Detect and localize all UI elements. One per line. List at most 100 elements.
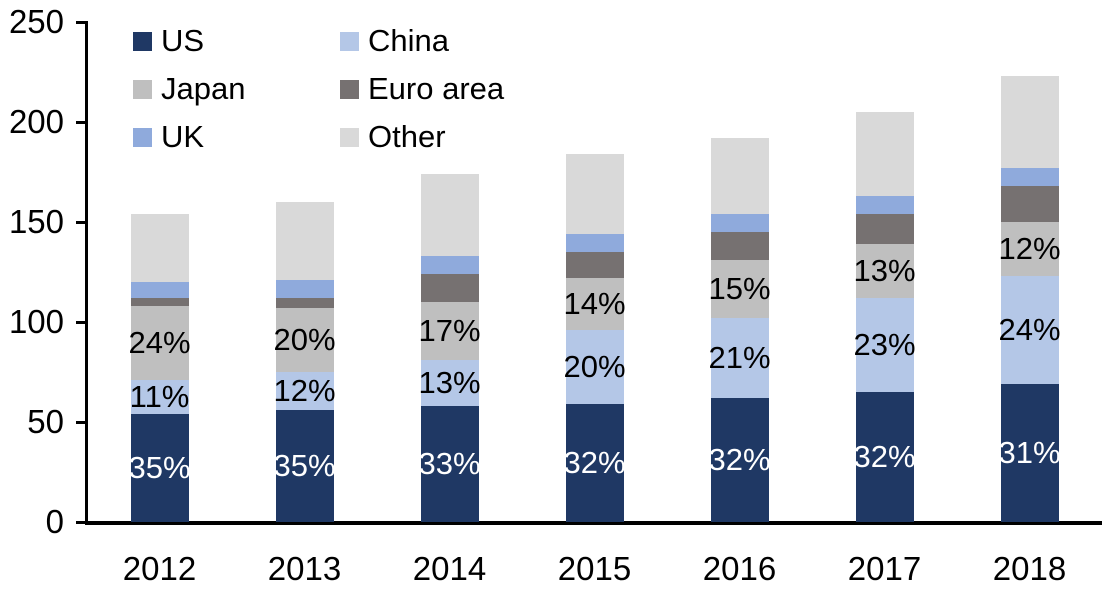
bar-segment-china-2013	[275, 372, 334, 410]
legend-item-china: China	[340, 17, 449, 65]
bar-segment-china-2015	[565, 330, 624, 404]
bar-segment-other-2018	[1000, 76, 1059, 168]
bar-segment-japan-2012	[130, 306, 189, 380]
bar-segment-japan-2017	[855, 244, 914, 298]
legend-swatch-us	[133, 31, 152, 51]
y-axis-tick	[76, 321, 87, 324]
legend-swatch-euro-area	[340, 79, 359, 99]
segment-label-us-2018: 31%	[998, 435, 1061, 470]
bar-segment-china-2017	[855, 298, 914, 392]
y-axis-tick-label: 50	[27, 403, 64, 440]
bar-segment-us-2017	[855, 392, 914, 522]
bar-segment-other-2013	[275, 202, 334, 280]
legend-label-japan: Japan	[161, 71, 246, 106]
bar-segment-us-2014	[420, 406, 479, 522]
segment-label-us-2015: 32%	[563, 445, 626, 480]
bar-segment-us-2018	[1000, 384, 1059, 522]
y-axis-tick-label: 100	[8, 303, 64, 340]
legend-label-us: US	[161, 23, 205, 58]
segment-label-china-2014: 13%	[418, 365, 481, 400]
bar-segment-other-2016	[710, 138, 769, 214]
bar-segment-euro-area-2017	[855, 214, 914, 244]
segment-label-japan-2016: 15%	[708, 271, 771, 306]
bar-segment-china-2012	[130, 380, 189, 414]
y-axis-line	[85, 21, 88, 523]
segment-label-us-2013: 35%	[273, 448, 336, 483]
segment-label-japan-2015: 14%	[563, 286, 626, 321]
bar-segment-euro-area-2016	[710, 232, 769, 260]
segment-label-japan-2014: 17%	[418, 313, 481, 348]
bar-segment-euro-area-2014	[420, 274, 479, 302]
bar-segment-us-2013	[275, 410, 334, 522]
legend-item-us: US	[133, 17, 204, 65]
legend-swatch-uk	[133, 127, 152, 147]
legend-swatch-china	[340, 31, 359, 51]
y-axis-tick-label: 150	[8, 203, 64, 240]
legend-item-japan: Japan	[133, 65, 245, 113]
bar-segment-china-2018	[1000, 276, 1059, 384]
bar-segment-us-2015	[565, 404, 624, 522]
bar-segment-japan-2015	[565, 278, 624, 330]
x-axis-label-2012: 2012	[122, 550, 197, 587]
x-axis-label-2016: 2016	[702, 550, 777, 587]
legend-label-uk: UK	[161, 119, 205, 154]
segment-label-japan-2013: 20%	[273, 322, 336, 357]
segment-label-china-2018: 24%	[998, 312, 1061, 347]
bar-segment-uk-2016	[710, 214, 769, 232]
segment-label-china-2016: 21%	[708, 340, 771, 375]
bar-segment-japan-2016	[710, 260, 769, 318]
bar-segment-other-2014	[420, 174, 479, 256]
segment-label-china-2015: 20%	[563, 349, 626, 384]
bar-segment-other-2015	[565, 154, 624, 234]
legend-label-china: China	[368, 23, 449, 58]
bar-segment-euro-area-2015	[565, 252, 624, 278]
segment-label-us-2016: 32%	[708, 442, 771, 477]
bar-segment-euro-area-2013	[275, 298, 334, 308]
legend-item-uk: UK	[133, 113, 204, 161]
bar-segment-china-2016	[710, 318, 769, 398]
bar-segment-uk-2017	[855, 196, 914, 214]
y-axis-tick-label: 250	[8, 3, 64, 40]
segment-label-japan-2018: 12%	[998, 231, 1061, 266]
y-axis-tick	[76, 521, 87, 524]
x-axis-line	[85, 521, 1102, 525]
legend-swatch-japan	[133, 79, 152, 99]
x-axis-label-2013: 2013	[267, 550, 342, 587]
segment-label-japan-2017: 13%	[853, 253, 916, 288]
segment-label-china-2017: 23%	[853, 327, 916, 362]
bar-segment-uk-2012	[130, 282, 189, 298]
bar-segment-other-2017	[855, 112, 914, 196]
bar-segment-euro-area-2018	[1000, 186, 1059, 222]
y-axis-tick	[76, 121, 87, 124]
legend-swatch-other	[340, 127, 359, 147]
y-axis-tick-label: 0	[45, 503, 64, 540]
x-axis-label-2015: 2015	[557, 550, 632, 587]
bar-segment-uk-2014	[420, 256, 479, 274]
bar-segment-other-2012	[130, 214, 189, 282]
legend-label-euro-area: Euro area	[368, 71, 505, 106]
segment-label-china-2013: 12%	[273, 373, 336, 408]
segment-label-us-2014: 33%	[418, 446, 481, 481]
y-axis-tick	[76, 221, 87, 224]
legend-item-euro-area: Euro area	[340, 65, 504, 113]
bar-segment-japan-2018	[1000, 222, 1059, 276]
bar-segment-japan-2013	[275, 308, 334, 372]
segment-label-china-2012: 11%	[129, 379, 190, 414]
bar-segment-japan-2014	[420, 302, 479, 360]
bar-segment-euro-area-2012	[130, 298, 189, 306]
x-axis-label-2014: 2014	[412, 550, 487, 587]
bar-segment-us-2016	[710, 398, 769, 522]
bar-segment-china-2014	[420, 360, 479, 406]
segment-label-us-2017: 32%	[853, 439, 916, 474]
legend-item-other: Other	[340, 113, 446, 161]
segment-label-japan-2012: 24%	[128, 325, 191, 360]
bar-segment-uk-2013	[275, 280, 334, 298]
x-axis-label-2017: 2017	[847, 550, 922, 587]
legend-label-other: Other	[368, 119, 446, 154]
x-axis-label-2018: 2018	[992, 550, 1067, 587]
y-axis-tick	[76, 21, 87, 24]
bar-segment-us-2012	[130, 414, 189, 522]
y-axis-tick-label: 200	[8, 103, 64, 140]
segment-label-us-2012: 35%	[128, 450, 191, 485]
